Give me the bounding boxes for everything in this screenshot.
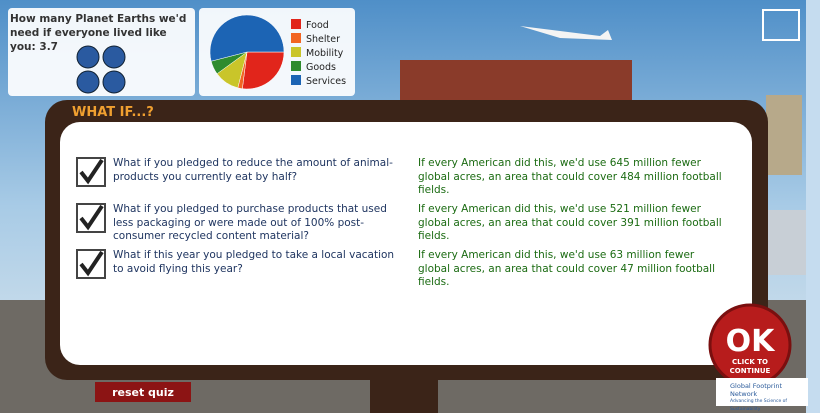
checkbox: [76, 249, 106, 279]
legend-swatch: [291, 19, 301, 29]
reset-button[interactable]: [95, 382, 191, 402]
pie-slice: [209, 14, 285, 62]
footprint-question: How many Planet Earths we'd need if ever…: [10, 13, 187, 53]
checkmark: [79, 205, 104, 231]
legend-label: Services: [306, 76, 346, 87]
sidebar: [806, 0, 820, 413]
ok-label[interactable]: OK: [726, 324, 777, 359]
earth-icon: [76, 45, 100, 69]
fullscreen-icon[interactable]: [762, 9, 800, 41]
checkbox: [76, 203, 106, 233]
legend-swatch: [291, 75, 301, 85]
panel: [60, 122, 752, 365]
legend-label: Shelter: [306, 34, 340, 45]
earth-icon: [102, 70, 126, 94]
footprint-box: [8, 8, 195, 96]
legend-label: Mobility: [306, 48, 344, 59]
building: [766, 95, 802, 175]
legend-swatch: [291, 47, 301, 57]
building: [400, 60, 632, 105]
legend-label: Food: [306, 20, 329, 31]
question: What if you pledged to purchase products…: [113, 203, 387, 242]
reset-label[interactable]: reset quiz: [112, 386, 174, 399]
logo-name: Global Footprint Network: [730, 382, 783, 398]
ok-caption[interactable]: CLICK TO CONTINUE: [729, 358, 771, 375]
answer: If every American did this, we'd use 521…: [418, 203, 722, 242]
pie-slice: [242, 51, 285, 90]
question: What if you pledged to reduce the amount…: [113, 157, 393, 183]
answer: If every American did this, we'd use 63 …: [418, 249, 716, 288]
board-post: [370, 378, 438, 413]
logo-box: [716, 378, 808, 406]
logo-tagline: Advancing the Science of Sustainability: [730, 399, 788, 412]
earth-icon: [76, 70, 100, 94]
logo: Global Footprint Network Advancing the Sc…: [730, 382, 808, 413]
footprint-text: How many Planet Earths we'd need if ever…: [10, 12, 195, 54]
checkmark: [79, 159, 104, 185]
legend-label: Goods: [306, 62, 336, 73]
panel-title: WHAT IF...?: [72, 105, 154, 120]
checkbox: [76, 157, 106, 187]
checkmark: [79, 251, 104, 277]
earth-icon: [102, 45, 126, 69]
legend-swatch: [291, 61, 301, 71]
plane: [520, 26, 612, 40]
bus: [766, 210, 806, 275]
answer: If every American did this, we'd use 645…: [418, 157, 722, 196]
legend-swatch: [291, 33, 301, 43]
footprint-value: 3.7: [39, 41, 58, 53]
question: What if this year you pledged to take a …: [113, 249, 395, 275]
